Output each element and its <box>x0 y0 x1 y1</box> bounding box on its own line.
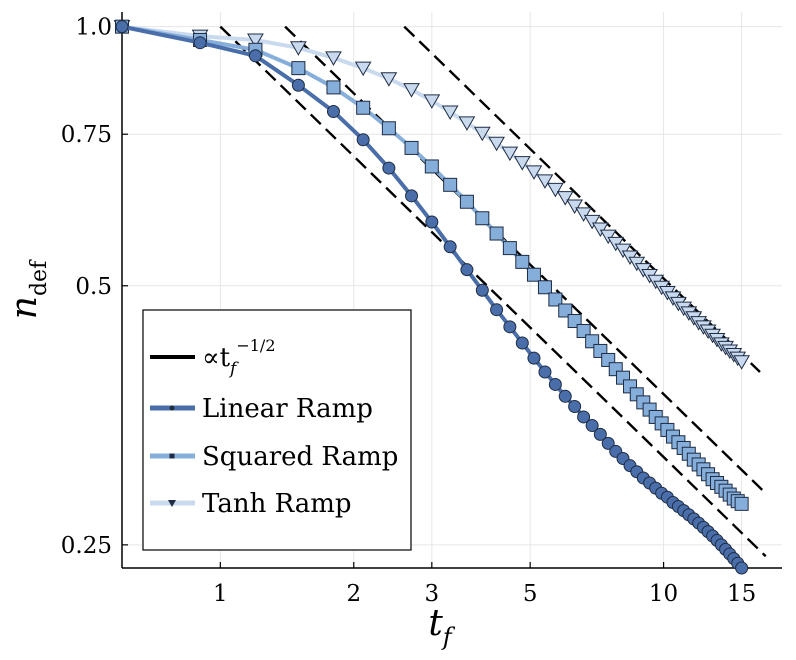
data-point-tanh <box>525 165 543 180</box>
y-tick-label: 0.5 <box>75 274 112 300</box>
x-axis-title: tf <box>428 603 455 651</box>
data-point-squared <box>576 324 591 339</box>
data-point-tanh <box>473 126 491 142</box>
legend-marker-tanh <box>168 500 176 507</box>
data-point-tanh <box>513 156 531 171</box>
axes <box>121 12 782 569</box>
x-tick-label: 2 <box>346 581 361 607</box>
data-point-tanh <box>403 83 420 98</box>
data-point-tanh <box>247 33 264 48</box>
data-point-squared <box>291 61 306 76</box>
legend-box <box>142 309 412 551</box>
data-point-squared <box>548 292 563 307</box>
data-point-tanh <box>501 146 519 162</box>
data-point-tanh <box>488 136 505 152</box>
x-tick-label: 3 <box>424 581 439 607</box>
data-point-linear <box>193 36 207 50</box>
data-point-tanh <box>380 72 398 87</box>
data-point-tanh <box>575 207 592 222</box>
data-point-linear <box>248 49 262 63</box>
reference-line <box>403 25 761 373</box>
data-point-linear <box>558 389 572 403</box>
data-point-tanh <box>547 182 564 198</box>
data-point-linear <box>735 561 749 575</box>
x-tick-label: 1 <box>213 581 228 607</box>
x-tick-label: 10 <box>649 581 678 607</box>
data-point-tanh <box>441 105 459 120</box>
data-point-linear <box>577 410 591 424</box>
data-point-linear <box>356 133 370 147</box>
y-tick-label: 0.25 <box>61 533 112 559</box>
data-point-squared <box>734 496 749 511</box>
data-point-squared <box>459 194 474 209</box>
legend-marker-squared <box>169 453 175 459</box>
legend-label-tanh: Tanh Ramp <box>202 489 352 519</box>
data-point-squared <box>502 241 517 256</box>
data-point-linear <box>548 377 562 391</box>
data-point-tanh <box>536 174 554 189</box>
data-point-linear <box>291 78 305 92</box>
data-point-squared <box>526 267 541 282</box>
data-point-linear <box>460 263 474 277</box>
data-point-squared <box>356 100 371 115</box>
data-point-linear <box>568 399 582 413</box>
data-point-tanh <box>583 214 601 230</box>
y-axis-title: ndef <box>4 259 52 319</box>
data-point-linear <box>475 283 489 297</box>
data-point-squared <box>537 280 552 295</box>
data-point-tanh <box>325 51 342 66</box>
data-point-tanh <box>733 355 750 370</box>
data-point-squared <box>475 211 490 226</box>
data-point-squared <box>404 140 419 155</box>
y-tick-label: 0.75 <box>61 122 112 148</box>
data-point-linear <box>405 189 419 203</box>
legend-marker-linear <box>169 405 175 411</box>
data-point-linear <box>326 104 340 118</box>
data-point-linear <box>490 303 504 317</box>
data-point-squared <box>326 80 341 95</box>
data-point-tanh <box>423 94 441 109</box>
data-point-tanh <box>591 222 609 237</box>
data-point-tanh <box>566 199 584 214</box>
data-point-linear <box>115 20 129 34</box>
x-tick-label: 15 <box>727 581 756 607</box>
legend-label-linear: Linear Ramp <box>202 394 373 424</box>
data-point-squared <box>515 254 530 269</box>
data-point-tanh <box>458 116 476 131</box>
data-point-linear <box>601 436 615 450</box>
data-point-linear <box>538 365 552 379</box>
tick-labels: 1 2 3 5 10 15 0.25 0.5 0.75 1.0 <box>61 15 756 607</box>
data-point-linear <box>503 320 517 334</box>
data-point-squared <box>424 159 439 174</box>
y-tick-label: 1.0 <box>75 15 112 41</box>
data-point-tanh <box>599 229 617 245</box>
data-point-linear <box>443 240 457 254</box>
data-series <box>113 19 750 575</box>
data-point-squared <box>489 226 504 241</box>
data-point-linear <box>425 215 439 229</box>
data-point-squared <box>443 177 458 192</box>
data-point-tanh <box>354 61 372 77</box>
x-tick-label: 5 <box>523 581 538 607</box>
data-point-linear <box>585 419 599 433</box>
data-point-tanh <box>556 191 574 206</box>
legend-label-squared: Squared Ramp <box>202 442 398 472</box>
data-point-linear <box>593 427 607 441</box>
data-point-linear <box>382 161 396 175</box>
data-point-squared <box>381 121 396 136</box>
data-point-linear <box>515 336 529 350</box>
data-point-squared <box>558 303 573 318</box>
data-point-tanh <box>290 41 307 56</box>
data-point-linear <box>527 351 541 365</box>
reference-line <box>219 25 767 558</box>
